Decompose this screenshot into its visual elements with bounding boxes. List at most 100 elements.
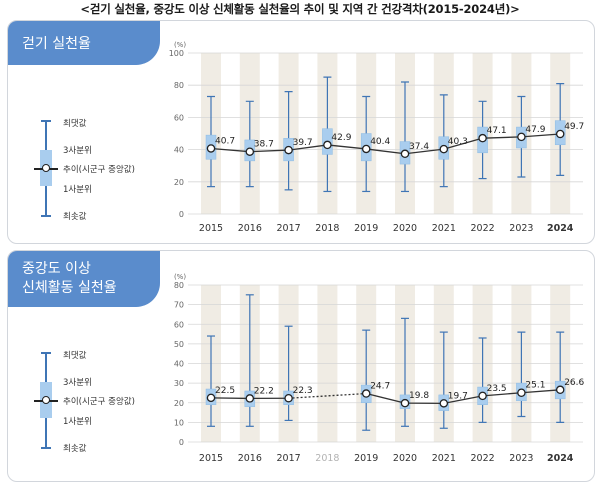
y-tick-label: 20 bbox=[174, 178, 184, 187]
median-value-label: 22.2 bbox=[254, 386, 274, 396]
x-tick-label: 2024 bbox=[547, 223, 574, 234]
median-point bbox=[361, 389, 371, 398]
median-value-label: 26.6 bbox=[564, 378, 584, 388]
median-point bbox=[245, 394, 255, 403]
median-point bbox=[517, 132, 526, 142]
median-value-label: 49.7 bbox=[564, 122, 584, 132]
median-value-label: 25.1 bbox=[525, 381, 545, 391]
y-tick-label: 80 bbox=[174, 81, 184, 90]
y-unit-label: (%) bbox=[174, 273, 186, 281]
median-value-label: 40.4 bbox=[370, 137, 390, 147]
median-trend-segment bbox=[210, 397, 250, 400]
legend-max-label: 최댓값 bbox=[63, 119, 87, 129]
panel-tab-walking: 걷기 실천율 bbox=[8, 21, 160, 65]
median-value-label: 47.9 bbox=[525, 125, 545, 135]
legend-median-dot bbox=[42, 164, 50, 172]
legend-median-dot bbox=[42, 396, 50, 404]
y-tick-label: 70 bbox=[174, 301, 184, 310]
median-point bbox=[323, 140, 332, 150]
median-trend-dotted bbox=[288, 392, 367, 399]
median-point bbox=[206, 393, 216, 403]
median-point bbox=[400, 149, 410, 159]
median-trend-segment bbox=[366, 392, 406, 404]
legend-activity: 최댓값 3사분위 추이(시군구 중앙값) 1사분위 최솟값 bbox=[8, 349, 168, 459]
median-trend-segment bbox=[249, 149, 289, 153]
median-value-label: 19.7 bbox=[448, 391, 468, 401]
y-tick-label: 80 bbox=[174, 281, 184, 290]
median-trend-segment bbox=[482, 392, 522, 397]
median-trend-segment bbox=[521, 133, 561, 138]
median-value-label: 22.3 bbox=[293, 386, 313, 396]
y-tick-label: 60 bbox=[174, 320, 184, 329]
median-value-label: 24.7 bbox=[370, 382, 390, 392]
figure-title: <걷기 실천율, 중강도 이상 신체활동 실천율의 추이 및 지역 간 건강격차… bbox=[80, 2, 520, 16]
y-tick-label: 40 bbox=[174, 360, 184, 369]
median-point bbox=[517, 388, 526, 397]
median-value-label: 23.5 bbox=[487, 384, 507, 394]
x-tick-label: 2015 bbox=[199, 223, 223, 234]
median-point bbox=[478, 391, 487, 401]
y-tick-label: 20 bbox=[174, 399, 184, 408]
x-tick-label: 2019 bbox=[354, 223, 378, 234]
legend-min-label: 최솟값 bbox=[63, 212, 87, 222]
x-tick-label: 2020 bbox=[393, 223, 417, 234]
x-tick-label: 2021 bbox=[432, 453, 456, 464]
median-trend-segment bbox=[288, 144, 328, 151]
activity-chart: 0 10 20 30 40 50 60 70 80(%) 22.5 22.2 22.3 24.7 19.8… bbox=[174, 273, 585, 464]
x-tick-label: 2024 bbox=[547, 453, 574, 464]
median-point bbox=[284, 393, 293, 403]
x-tick-label: 2020 bbox=[393, 453, 417, 464]
y-tick-label: 0 bbox=[179, 210, 184, 219]
median-value-label: 40.3 bbox=[448, 137, 468, 147]
y-tick-label: 0 bbox=[179, 438, 184, 447]
median-point bbox=[245, 147, 255, 156]
median-trend-segment bbox=[482, 136, 522, 139]
median-value-label: 47.1 bbox=[487, 126, 507, 136]
legend-median-label: 추이(시군구 중앙값) bbox=[63, 397, 135, 407]
x-tick-label: 2017 bbox=[277, 223, 301, 234]
median-value-label: 38.7 bbox=[254, 140, 274, 150]
x-tick-label: 2017 bbox=[277, 453, 301, 464]
legend-q1-label: 1사분위 bbox=[63, 417, 92, 427]
x-tick-label: 2023 bbox=[509, 223, 533, 234]
legend-min-cap bbox=[41, 215, 51, 217]
median-point bbox=[555, 385, 565, 395]
median-point bbox=[361, 144, 371, 154]
median-value-label: 40.7 bbox=[215, 136, 235, 146]
median-value-label: 39.7 bbox=[293, 138, 313, 148]
legend-median-label: 추이(시군구 중앙값) bbox=[63, 165, 135, 175]
legend-q3-label: 3사분위 bbox=[63, 378, 92, 388]
median-trend-segment bbox=[521, 389, 561, 394]
y-tick-label: 60 bbox=[174, 113, 184, 122]
legend-walking: 최댓값 3사분위 추이(시군구 중앙값) 1사분위 최솟값 bbox=[8, 117, 168, 227]
median-trend-segment bbox=[366, 148, 406, 155]
x-tick-label: 2022 bbox=[471, 453, 495, 464]
median-point bbox=[206, 144, 216, 153]
x-tick-label: 2016 bbox=[238, 223, 262, 234]
y-tick-label: 40 bbox=[174, 146, 184, 155]
walking-panel: 걷기 실천율 최댓값 3사분위 추이(시군구 중앙값) 1사분위 최솟값 0 20… bbox=[7, 20, 595, 244]
legend-min-cap bbox=[41, 447, 51, 449]
median-trend-segment bbox=[210, 147, 250, 153]
y-tick-label: 50 bbox=[174, 340, 184, 349]
x-tick-label: 2022 bbox=[471, 223, 495, 234]
legend-q3-label: 3사분위 bbox=[63, 146, 92, 156]
median-point bbox=[439, 144, 449, 154]
activity-panel: 중강도 이상 신체활동 실천율 최댓값 3사분위 추이(시군구 중앙값) 1사분… bbox=[7, 250, 595, 482]
x-tick-label: 2016 bbox=[238, 453, 262, 464]
median-value-label: 19.8 bbox=[409, 391, 429, 401]
legend-q1-label: 1사분위 bbox=[63, 185, 92, 195]
median-point bbox=[284, 145, 293, 155]
panel-label-activity-line2: 신체활동 실천율 bbox=[22, 280, 117, 296]
median-trend-segment bbox=[404, 148, 444, 155]
median-point bbox=[439, 399, 449, 408]
panel-tab-activity: 중강도 이상 신체활동 실천율 bbox=[8, 251, 160, 307]
x-tick-label: 2015 bbox=[199, 453, 223, 464]
panel-label-walking: 걷기 실천율 bbox=[22, 36, 91, 52]
y-tick-label: 100 bbox=[169, 49, 184, 58]
median-point bbox=[478, 133, 487, 143]
median-trend-segment bbox=[443, 395, 483, 404]
median-trend-segment bbox=[327, 144, 367, 150]
y-tick-label: 30 bbox=[174, 379, 184, 388]
median-value-label: 42.9 bbox=[331, 133, 351, 143]
